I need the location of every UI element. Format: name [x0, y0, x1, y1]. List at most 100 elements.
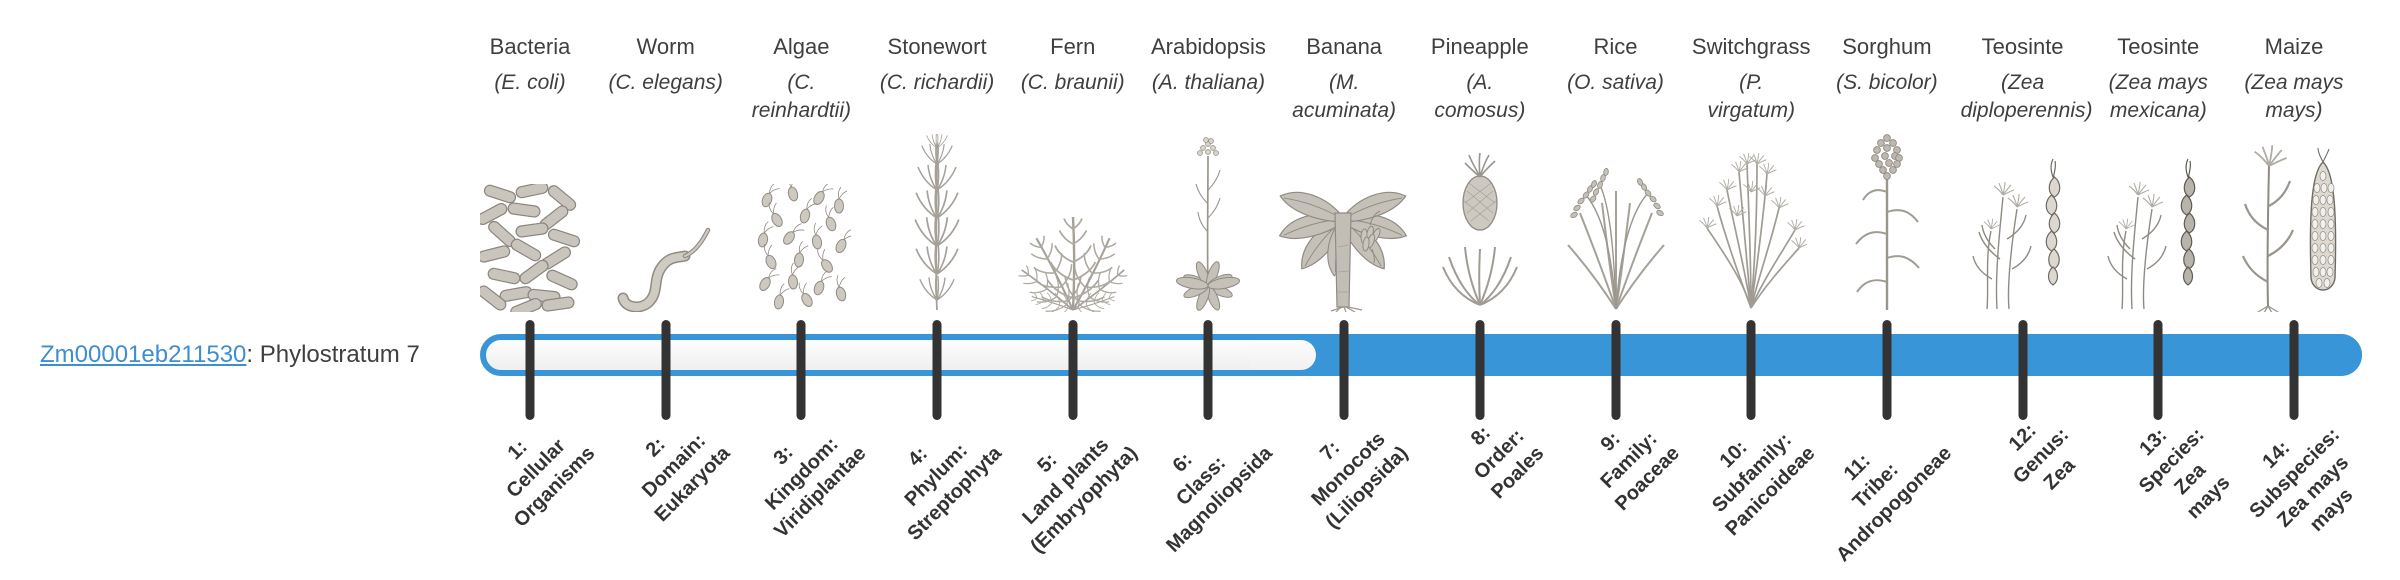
organism-scientific-name: (C. elegans) — [608, 71, 723, 95]
organism-name: Fern — [1050, 34, 1096, 59]
stratum-column: Switchgrass (P. virgatum) 10: Subfamily:… — [1676, 0, 1826, 580]
organism-label: Teosinte (Zea diploperennis) — [1960, 34, 2093, 124]
teosinte-icon — [1967, 137, 2079, 312]
organism-label: Banana (M. acuminata) — [1282, 34, 1406, 124]
stratum-column: Teosinte (Zea mays mexicana) 13: Species… — [2083, 0, 2234, 580]
organism-label: Rice (O. sativa) — [1554, 34, 1678, 97]
stratum-column: Teosinte (Zea diploperennis) 12: Genus: … — [1948, 0, 2098, 580]
organism-scientific-name: (C. richardii) — [879, 71, 995, 95]
stratum-column: Worm (C. elegans) 2: Domain: Eukaryota — [591, 0, 741, 580]
stratum-tick — [932, 320, 942, 420]
organism-name: Banana — [1306, 34, 1383, 59]
phylostratum-bar — [480, 334, 2362, 376]
stratum-label: 12: Genus: Zea — [2004, 419, 2080, 495]
organism-name: Maize — [2264, 34, 2324, 59]
organism-scientific-name: (M. acuminata) — [1292, 71, 1397, 122]
organism-label: Pineapple (A. comosus) — [1418, 34, 1542, 124]
stratum-label: 14: Subspecies: Zea mays mays — [2245, 423, 2358, 536]
phylostratum-bar-track-cap — [1250, 340, 1316, 370]
maize-icon — [2238, 130, 2350, 312]
switchgrass-icon — [1695, 130, 1807, 312]
organism-name: Bacteria — [489, 34, 571, 59]
stratum-label: 11: Tribe: Andropogoneae — [1831, 442, 1956, 567]
sorghum-icon — [1841, 130, 1933, 312]
organism-name: Arabidopsis — [1150, 34, 1266, 59]
teosinte2-icon — [2102, 137, 2214, 312]
worm-icon — [611, 224, 721, 312]
organism-name: Pineapple — [1430, 34, 1529, 59]
arabidopsis-icon — [1162, 130, 1254, 312]
stratum-column: Maize (Zea mays mays) 14: Subspecies: Ze… — [2219, 0, 2369, 580]
stratum-tick — [2153, 320, 2163, 420]
stratum-tick — [1203, 320, 1213, 420]
stratum-tick — [661, 320, 671, 420]
organism-label: Worm (C. elegans) — [604, 34, 728, 97]
stratum-column: Fern (C. braunii) 5: Land plants (Embryo… — [998, 0, 1148, 580]
organism-scientific-name: (C. reinhardtii) — [751, 71, 851, 122]
stratum-label: 10: Subfamily: Panicoideae — [1708, 428, 1820, 541]
organism-scientific-name: (A. comosus) — [1434, 71, 1526, 122]
organism-name: Algae — [773, 34, 830, 59]
stratum-tick — [1882, 320, 1892, 420]
organism-label: Switchgrass (P. virgatum) — [1689, 34, 1813, 124]
stratum-tick — [1611, 320, 1621, 420]
organism-illustration — [2199, 112, 2389, 312]
stratum-column: Pineapple (A. comosus) 8: Order: Poales — [1405, 0, 1555, 580]
stratum-tick — [796, 320, 806, 420]
organism-label: Teosinte (Zea mays mexicana) — [2096, 34, 2220, 124]
organism-label: Stonewort (C. richardii) — [875, 34, 999, 97]
stratum-tick — [1068, 320, 1078, 420]
phylostratum-bar-fill — [1290, 334, 2362, 376]
organism-scientific-name: (Zea diploperennis) — [1960, 71, 2093, 122]
stratum-column: Sorghum (S. bicolor) 11: Tribe: Andropog… — [1812, 0, 1962, 580]
organism-label: Sorghum (S. bicolor) — [1825, 34, 1949, 97]
organism-scientific-name: (C. braunii) — [1020, 71, 1125, 95]
gene-phylostratum-text: : Phylostratum 7 — [246, 341, 420, 368]
organism-name: Teosinte — [2117, 34, 2200, 59]
organism-scientific-name: (A. thaliana) — [1151, 71, 1266, 95]
organism-scientific-name: (S. bicolor) — [1836, 71, 1938, 95]
gene-label: Zm00001eb211530: Phylostratum 7 — [40, 341, 420, 369]
stratum-label: 7: Monocots (Liliopsida) — [1307, 428, 1413, 534]
stratum-column: Arabidopsis (A. thaliana) 6: Class: Magn… — [1133, 0, 1283, 580]
bacteria-icon — [480, 184, 580, 312]
stratum-tick — [525, 320, 535, 420]
stratum-column: Bacteria (E. coli) 1: Cellular Organisms — [455, 0, 605, 580]
stratum-tick — [1339, 320, 1349, 420]
stratum-label: 6: Class: Magnoliopsida — [1162, 442, 1278, 557]
organism-name: Stonewort — [887, 34, 987, 59]
organism-name: Rice — [1593, 34, 1638, 59]
organism-scientific-name: (Zea mays mays) — [2244, 71, 2344, 122]
organism-scientific-name: (E. coli) — [494, 71, 566, 95]
stratum-label: 9: Family: Poaceae — [1596, 427, 1685, 516]
stratum-label: 3: Kingdom: Viridiplantae — [760, 433, 871, 543]
stratum-tick — [2289, 320, 2299, 420]
organism-name: Sorghum — [1842, 34, 1932, 59]
stratum-column: Rice (O. sativa) 9: Family: Poaceae — [1541, 0, 1691, 580]
stratum-column: Banana (M. acuminata) 7: Monocots (Lilio… — [1269, 0, 1419, 580]
stratum-label: 4: Phylum: Streptophyta — [900, 439, 1006, 545]
organism-label: Fern (C. braunii) — [1011, 34, 1135, 97]
stratum-column: Algae (C. reinhardtii) 3: Kingdom: Virid… — [726, 0, 876, 580]
stratum-tick — [1475, 320, 1485, 420]
organism-scientific-name: (P. virgatum) — [1707, 71, 1795, 122]
stratum-label: 1: Cellular Organisms — [501, 434, 599, 532]
organism-label: Bacteria (E. coli) — [468, 34, 592, 97]
organism-label: Maize (Zea mays mays) — [2232, 34, 2356, 124]
organism-name: Worm — [636, 34, 695, 59]
stonewort-icon — [901, 134, 973, 312]
algae-icon — [751, 184, 851, 312]
organism-name: Switchgrass — [1691, 34, 1811, 59]
stratum-label: 5: Land plants (Embryophyta) — [1017, 434, 1142, 558]
stratum-column: Stonewort (C. richardii) 4: Phylum: Stre… — [862, 0, 1012, 580]
organism-scientific-name: (O. sativa) — [1567, 71, 1664, 95]
organism-scientific-name: (Zea mays mexicana) — [2108, 71, 2208, 122]
organism-label: Arabidopsis (A. thaliana) — [1146, 34, 1270, 97]
stratum-label: 8: Order: Poales — [1467, 421, 1549, 504]
organism-name: Teosinte — [1981, 34, 2064, 59]
gene-id-link[interactable]: Zm00001eb211530 — [40, 341, 247, 368]
stratum-label: 2: Domain: Eukaryota — [638, 429, 735, 527]
pineapple-icon — [1439, 147, 1521, 312]
stratum-tick — [1746, 320, 1756, 420]
